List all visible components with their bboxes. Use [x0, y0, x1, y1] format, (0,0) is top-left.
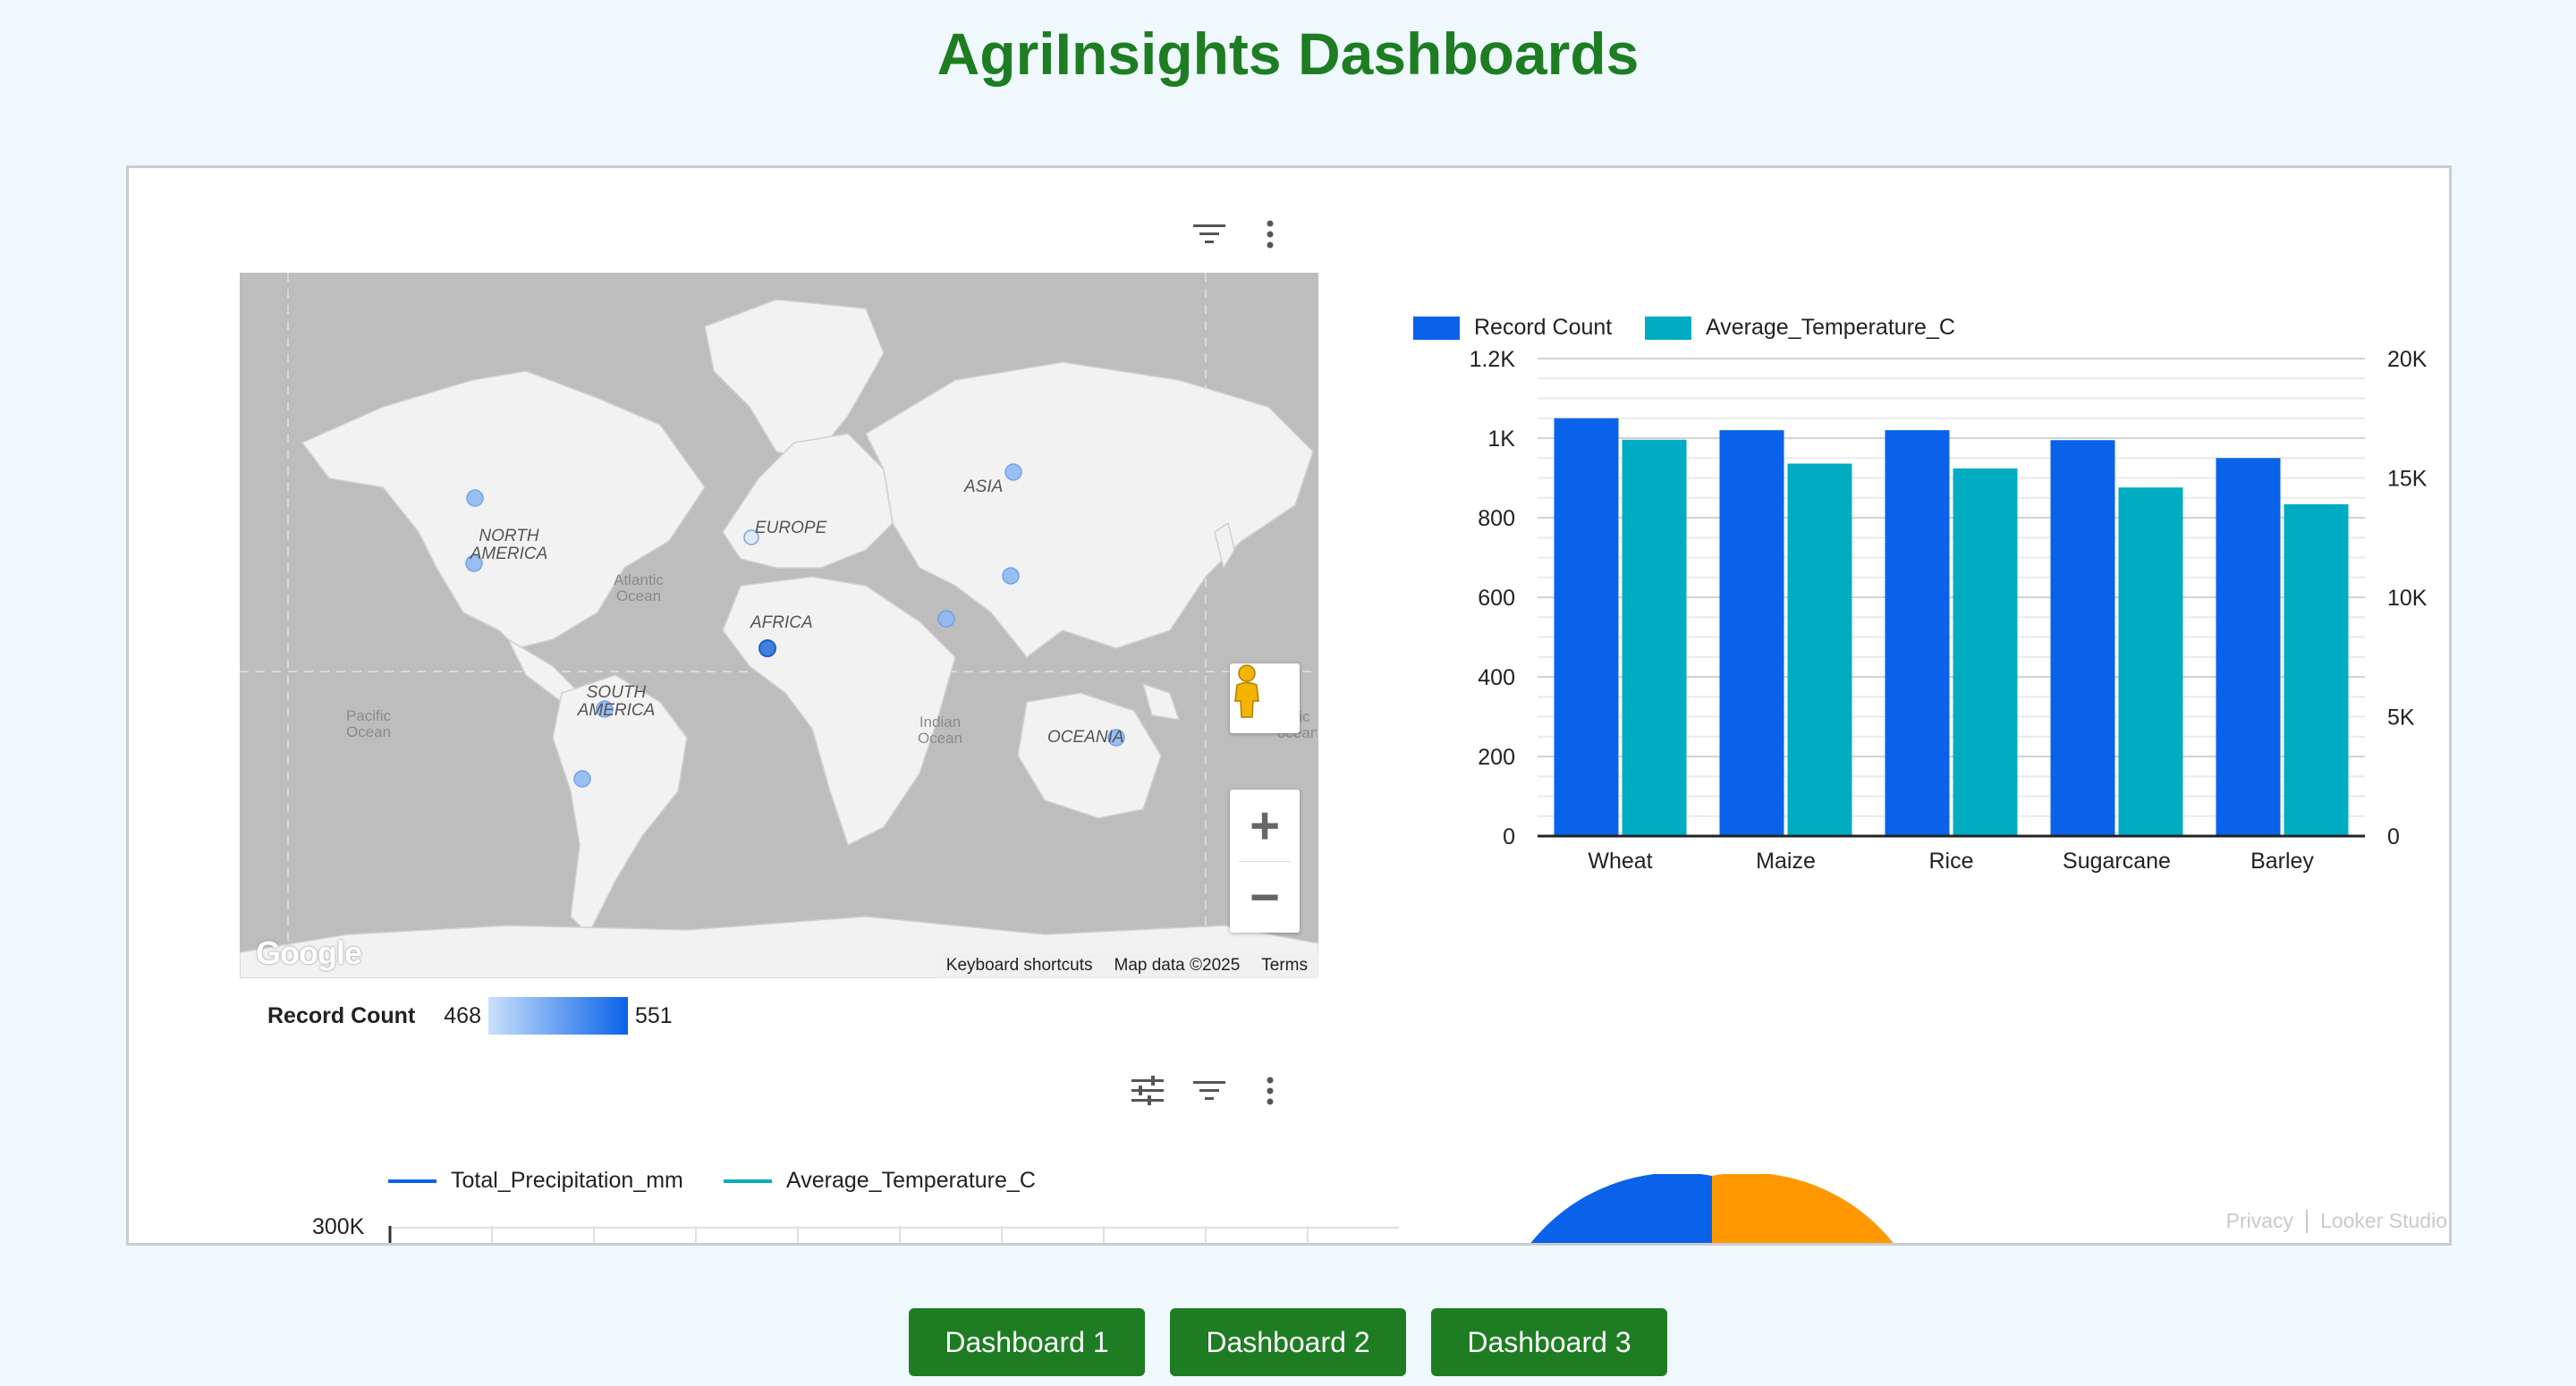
pegman-icon[interactable] — [1230, 663, 1300, 733]
looker-studio-link[interactable]: Looker Studio — [2320, 1209, 2447, 1232]
bar-record-count — [1885, 430, 1950, 836]
map-legend: Record Count 468 551 — [267, 997, 673, 1035]
pie-chart — [1530, 1174, 1894, 1243]
left-axis-tick: 1.2K — [1470, 347, 1516, 372]
footer-divider — [2306, 1209, 2309, 1233]
right-axis-tick: 10K — [2387, 586, 2428, 611]
dashboard-2-button[interactable]: Dashboard 2 — [1170, 1308, 1406, 1376]
x-axis-tick: Maize — [1756, 849, 1816, 874]
bar-avg-temp — [1953, 468, 2018, 836]
bar-legend-avg-temp[interactable]: Average_Temperature_C — [1645, 315, 1955, 341]
label-north-america: NORTH AMERICA — [470, 527, 548, 563]
page-title: AgriInsights Dashboards — [936, 21, 1640, 87]
bar-avg-temp — [2118, 487, 2183, 836]
geo-map[interactable]: NORTH AMERICA SOUTH AMERICA EUROPE ASIA … — [240, 273, 1318, 978]
pie-slice — [1530, 1174, 1712, 1243]
keyboard-shortcuts-link[interactable]: Keyboard shortcuts — [945, 956, 1093, 975]
right-axis-tick: 0 — [2387, 824, 2400, 849]
map-legend-max: 551 — [635, 1002, 673, 1028]
bar-avg-temp — [2284, 503, 2349, 836]
legend-swatch — [388, 1179, 436, 1183]
x-axis-tick: Barley — [2250, 849, 2314, 874]
x-axis-tick: Rice — [1928, 849, 1973, 874]
line-chart-top-tick: 300K — [312, 1214, 365, 1239]
bar-record-count — [2216, 458, 2281, 836]
right-axis-tick: 5K — [2387, 706, 2415, 731]
legend-label: Total_Precipitation_mm — [451, 1168, 683, 1193]
bar-legend-record-count[interactable]: Record Count — [1413, 315, 1612, 341]
right-axis-tick: 20K — [2387, 347, 2428, 372]
left-axis-tick: 400 — [1478, 665, 1515, 690]
looker-report-frame: NORTH AMERICA SOUTH AMERICA EUROPE ASIA … — [126, 165, 2452, 1246]
right-axis-tick: 15K — [2387, 467, 2428, 492]
label-south-america: SOUTH AMERICA — [577, 683, 656, 720]
pie-slice — [1712, 1174, 1894, 1243]
line-legend-precipitation[interactable]: Total_Precipitation_mm — [388, 1168, 683, 1194]
label-europe: EUROPE — [755, 519, 827, 537]
dashboard-3-button[interactable]: Dashboard 3 — [1431, 1308, 1667, 1376]
legend-swatch — [1645, 316, 1691, 340]
label-asia: ASIA — [964, 477, 1004, 496]
privacy-link[interactable]: Privacy — [2225, 1209, 2294, 1232]
left-axis-tick: 800 — [1478, 506, 1515, 531]
dashboard-1-button[interactable]: Dashboard 1 — [909, 1308, 1145, 1376]
zoom-in-icon[interactable]: + — [1250, 796, 1280, 855]
left-axis-tick: 200 — [1478, 745, 1515, 770]
label-indian-ocean: Indian Ocean — [917, 714, 963, 747]
left-axis-tick: 600 — [1478, 586, 1515, 611]
map-legend-gradient — [488, 997, 628, 1035]
legend-label: Record Count — [1474, 315, 1613, 340]
google-logo: Google — [256, 934, 362, 971]
bar-avg-temp — [1622, 439, 1687, 836]
map-legend-min: 468 — [444, 1002, 481, 1028]
legend-swatch — [1413, 316, 1460, 340]
tune-icon[interactable] — [1128, 1071, 1167, 1111]
label-atlantic-ocean: Atlantic Ocean — [614, 571, 664, 604]
left-axis-tick: 1K — [1487, 427, 1515, 452]
line-legend-avg-temp[interactable]: Average_Temperature_C — [724, 1168, 1036, 1194]
x-axis-tick: Wheat — [1588, 849, 1652, 874]
filter-icon[interactable] — [1190, 1071, 1229, 1111]
map-data-text: Map data ©2025 — [1114, 956, 1241, 975]
bar-record-count — [2050, 440, 2115, 836]
left-axis-tick: 0 — [1503, 824, 1515, 849]
legend-swatch — [724, 1179, 772, 1183]
bar-record-count — [1554, 418, 1619, 836]
label-africa: AFRICA — [750, 613, 813, 632]
bar-chart: 0 200 400 600 800 1K 1.2K 0 5K 10K 15K 20K Wheat Maiz… — [1470, 347, 2428, 874]
filter-icon[interactable] — [1190, 215, 1229, 254]
x-axis-tick: Sugarcane — [2063, 849, 2171, 874]
legend-label: Average_Temperature_C — [786, 1168, 1036, 1193]
terms-link[interactable]: Terms — [1261, 956, 1308, 975]
bar-record-count — [1719, 430, 1784, 836]
more-vert-icon[interactable] — [1250, 215, 1290, 254]
zoom-out-icon[interactable]: − — [1250, 867, 1280, 926]
bar-avg-temp — [1787, 463, 1852, 836]
label-oceania: OCEANIA — [1047, 728, 1124, 747]
legend-label: Average_Temperature_C — [1706, 315, 1955, 340]
map-footer: Keyboard shortcuts Map data ©2025 Terms — [935, 953, 1318, 978]
line-chart-grid — [388, 1226, 1399, 1243]
zoom-control: + − — [1230, 790, 1300, 933]
report-footer: Privacy Looker Studio — [2226, 1209, 2447, 1233]
map-legend-label: Record Count — [267, 1002, 416, 1028]
label-pacific-ocean: Pacific Ocean — [345, 707, 392, 740]
more-vert-icon[interactable] — [1250, 1071, 1290, 1111]
